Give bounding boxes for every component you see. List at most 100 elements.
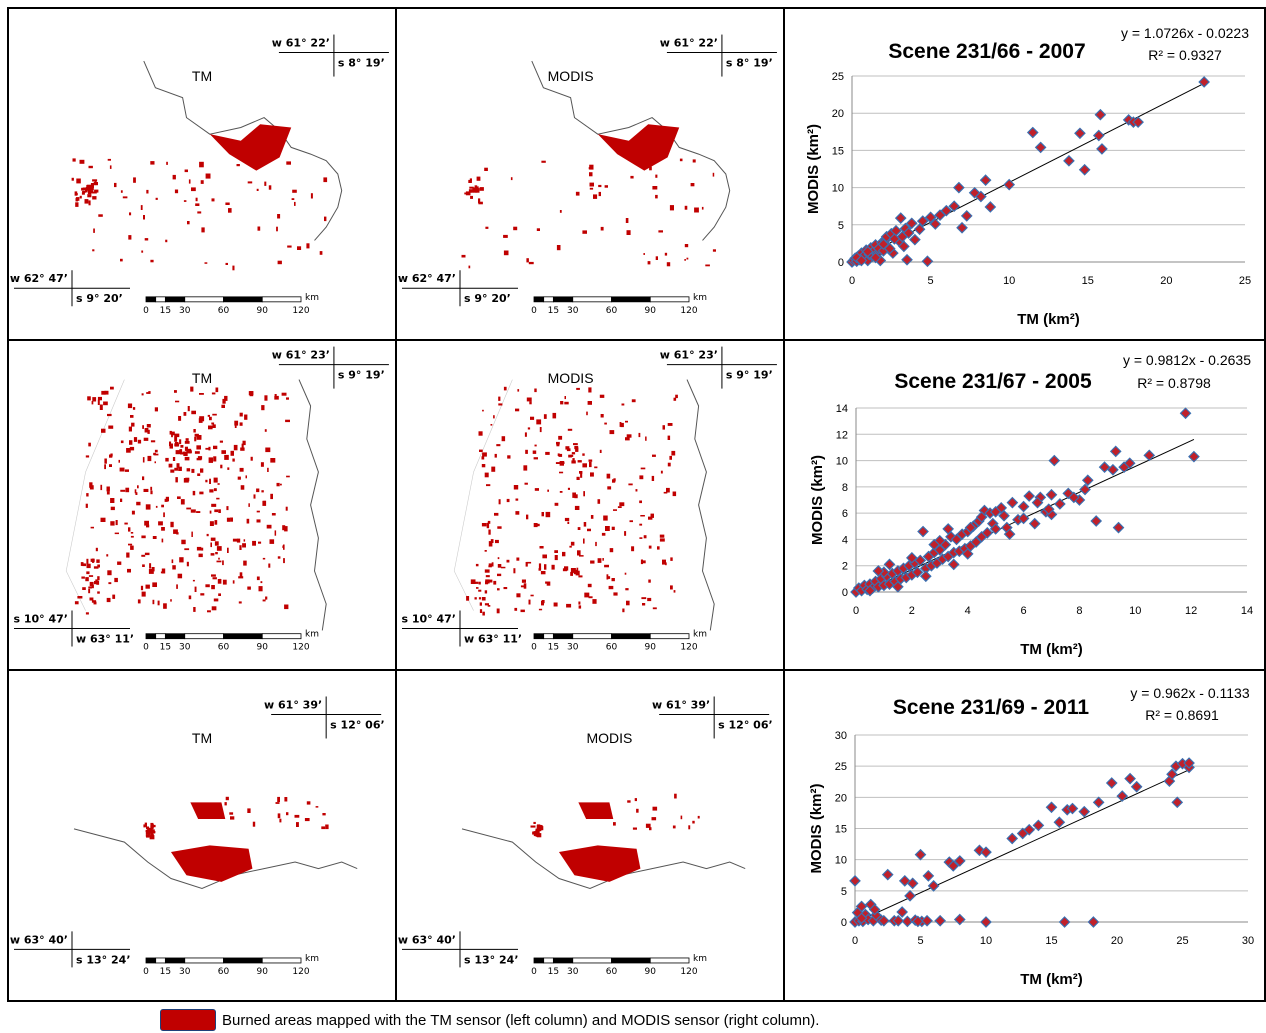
burned-patch: [260, 462, 264, 467]
burned-patch: [219, 578, 221, 582]
burned-patch: [205, 584, 210, 588]
burned-patch: [679, 158, 683, 162]
data-point: [961, 548, 974, 560]
burned-patch: [107, 158, 111, 161]
burned-patch: [172, 457, 176, 461]
burned-patch: [526, 258, 529, 263]
data-point: [953, 855, 966, 867]
burned-patch: [210, 553, 215, 556]
burned-patch: [115, 520, 118, 526]
burned-patch: [213, 456, 217, 462]
burned-patch: [566, 448, 571, 452]
burned-patch: [587, 528, 591, 532]
burned-patch: [201, 227, 205, 233]
burned-patch: [468, 179, 472, 183]
scale-bar-segment: [611, 633, 651, 640]
burned-patch: [200, 593, 205, 596]
burned-patch: [149, 563, 152, 569]
burned-patch: [488, 541, 493, 547]
burned-patch: [484, 472, 489, 478]
burned-patch: [243, 539, 246, 542]
burned-patch: [89, 190, 94, 194]
burned-patch: [175, 450, 180, 455]
data-point: [953, 181, 965, 194]
burned-patch: [655, 194, 658, 199]
sw-longitude-label: w 63° 40’: [398, 933, 456, 946]
burned-patch: [161, 538, 164, 543]
data-point: [881, 868, 894, 881]
burned-patch: [196, 546, 202, 551]
burned-patch: [211, 503, 217, 507]
burned-patch: [588, 459, 593, 462]
burned-patch: [190, 386, 194, 392]
data-point: [896, 906, 909, 918]
burned-patch: [221, 450, 226, 454]
burned-patch: [179, 452, 185, 455]
burned-patch: [152, 824, 156, 828]
burned-patch: [212, 577, 217, 580]
scale-bar-segment: [543, 957, 554, 964]
burned-patch: [92, 397, 97, 402]
burned-patch: [294, 814, 300, 818]
tm-map-r2: TM w 61° 23’ s 9° 19’ s 10° 47’ w 63° 11’ 0 15…: [13, 346, 389, 653]
scale-bar-segment: [533, 633, 545, 640]
burned-patch: [558, 453, 563, 457]
scale-bar-tick-label: 120: [292, 306, 309, 316]
burned-patch: [497, 557, 500, 560]
burned-patch: [541, 600, 545, 604]
burned-patch: [629, 520, 633, 523]
burned-patch: [130, 545, 134, 550]
burned-patch: [574, 505, 580, 510]
data-point: [975, 190, 987, 203]
x-tick-label: 30: [1242, 935, 1254, 947]
burned-patch: [538, 568, 542, 571]
burned-patch: [583, 538, 585, 544]
burned-patch: [265, 596, 268, 600]
data-point: [1058, 916, 1071, 928]
burned-patch: [564, 396, 566, 400]
burned-patch: [86, 558, 89, 564]
burned-patch: [501, 436, 506, 442]
data-point: [869, 251, 882, 264]
burned-patch: [152, 582, 157, 587]
data-point: [855, 900, 868, 913]
burned-patch: [520, 585, 526, 588]
y-tick-label: 2: [842, 561, 848, 573]
burned-patch: [164, 498, 168, 502]
burned-patch: [261, 405, 265, 411]
panel-frame-r1-c3: [783, 7, 1266, 341]
burned-patch: [125, 487, 130, 493]
burned-patch: [152, 829, 155, 834]
data-point: [1166, 768, 1178, 781]
panel-frame-r2-c2: [395, 339, 785, 671]
burned-patch: [212, 413, 217, 416]
burned-patch: [247, 181, 253, 184]
burned-patch: [279, 818, 282, 823]
burned-patch: [133, 177, 136, 183]
burned-patch: [89, 597, 94, 601]
burned-patch: [218, 509, 221, 513]
burned-patch: [478, 201, 483, 205]
x-tick-label: 15: [1082, 275, 1094, 287]
burned-patch: [258, 586, 263, 592]
data-point: [894, 212, 907, 224]
burned-patch: [652, 186, 658, 190]
burned-patch: [182, 451, 185, 454]
burned-patch: [648, 579, 651, 583]
burned-patch: [126, 448, 131, 453]
scale-bar-tick-label: 60: [606, 643, 618, 653]
burned-patch: [571, 452, 576, 455]
burned-patch: [640, 515, 645, 517]
burned-patch: [141, 535, 146, 539]
burned-patch: [240, 447, 245, 451]
burned-patch: [281, 392, 287, 396]
burned-patch: [294, 201, 296, 206]
data-point: [1028, 517, 1041, 530]
burned-patch: [639, 500, 642, 504]
burned-patch: [642, 603, 646, 606]
burned-patch: [104, 464, 106, 470]
y-tick-label: 5: [838, 220, 844, 232]
scale-bar-tick-label: 60: [606, 967, 618, 977]
burned-patch: [479, 187, 484, 191]
data-point: [934, 914, 946, 927]
